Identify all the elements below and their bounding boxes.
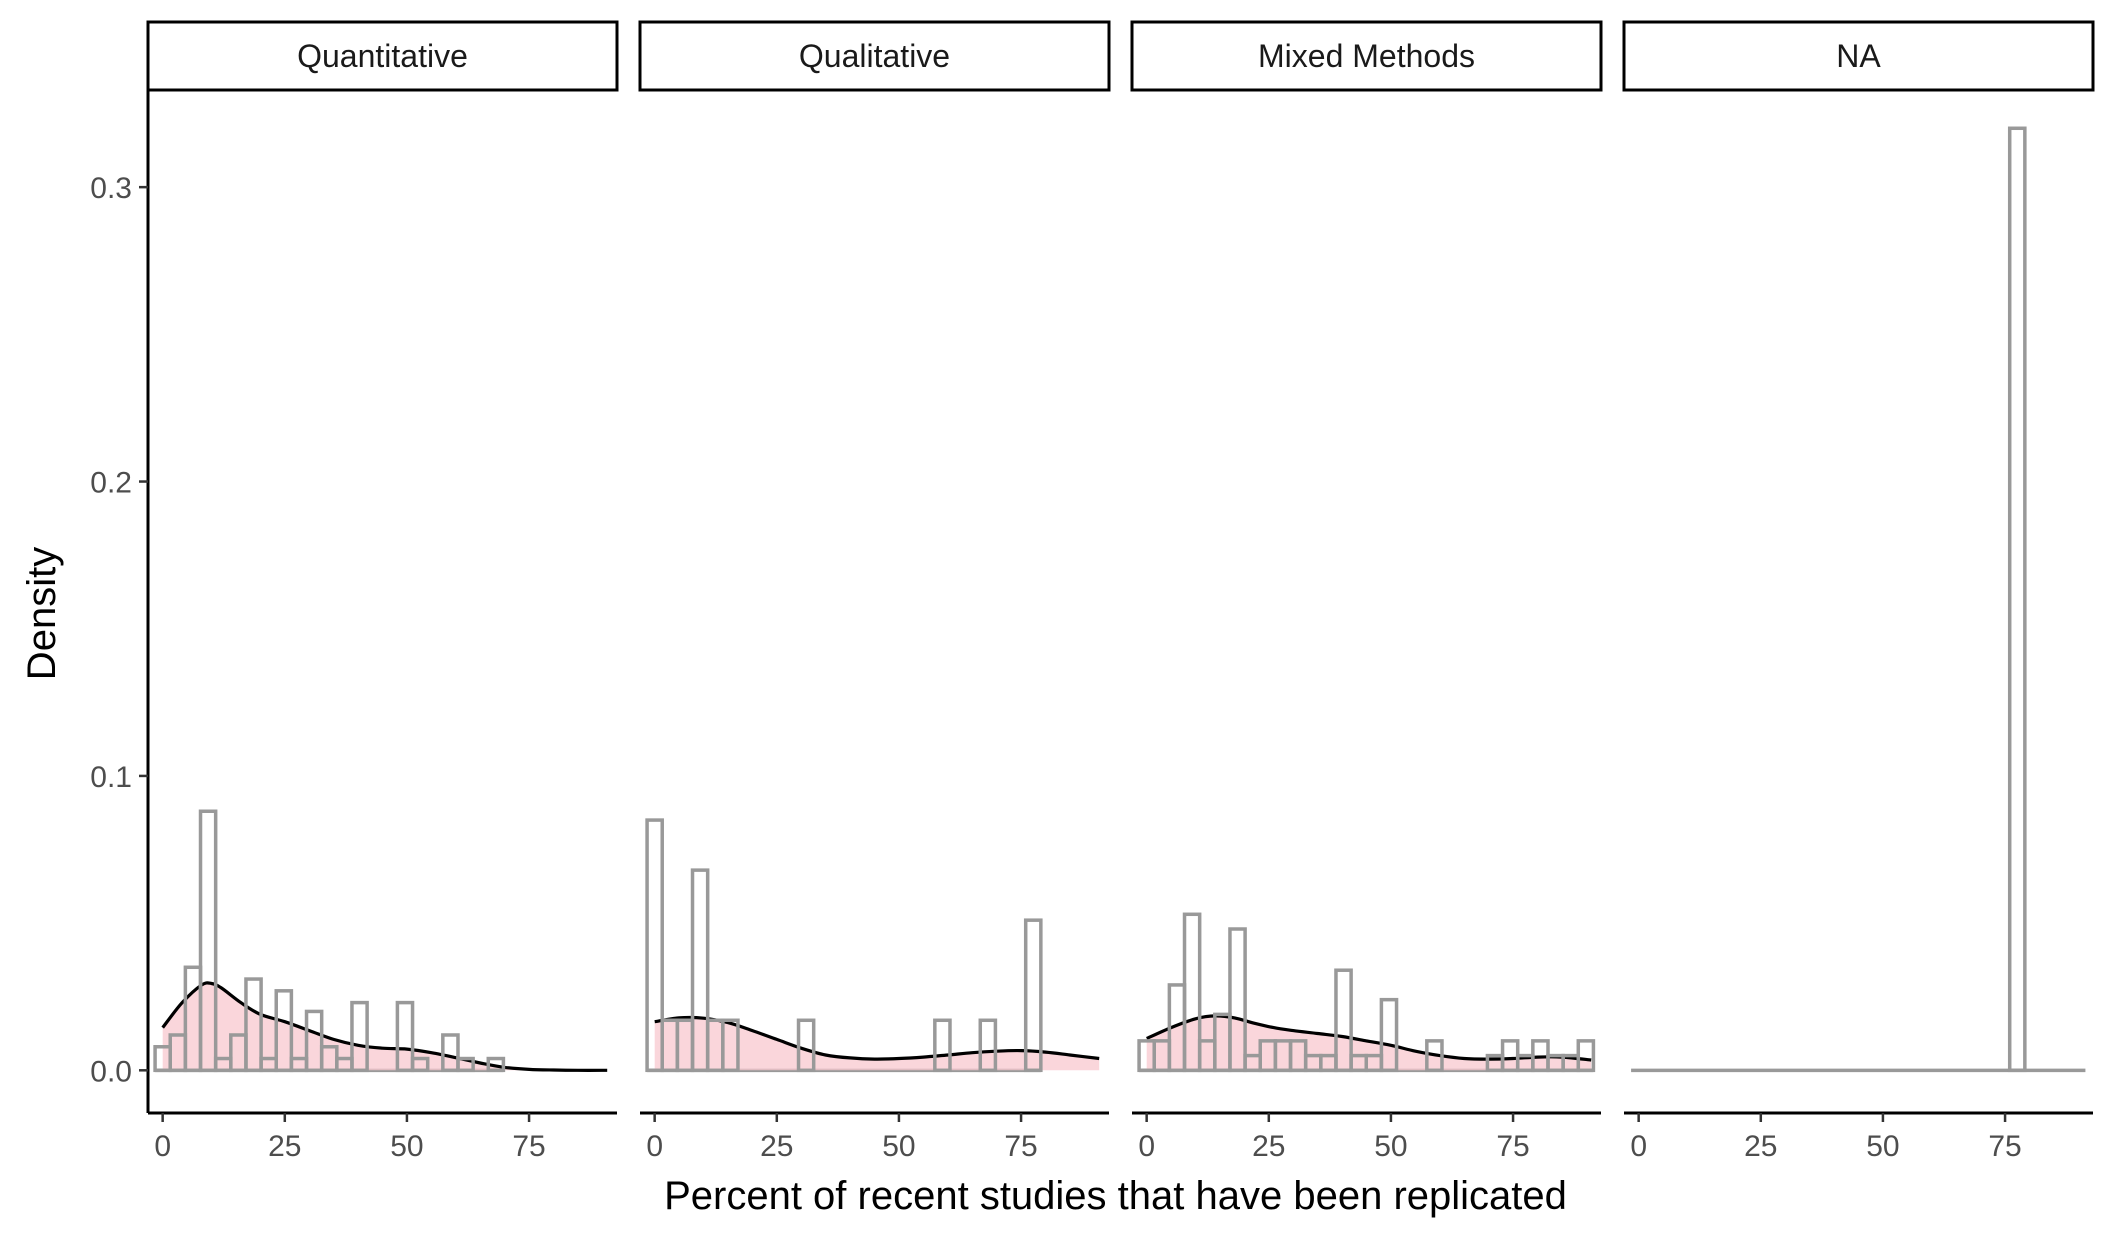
x-tick-label: 25 <box>760 1130 793 1163</box>
histogram-bar <box>395 1000 415 1073</box>
x-tick-label: 50 <box>882 1130 915 1163</box>
y-tick-label: 0.0 <box>90 1055 132 1088</box>
facet-strip-na <box>1622 20 2095 92</box>
density-area-quantitative <box>162 982 608 1071</box>
x-tick-label: 0 <box>154 1130 171 1163</box>
y-tick-label: 0.1 <box>90 761 132 794</box>
histogram-bar <box>1228 927 1247 1073</box>
x-tick-label: 75 <box>1496 1130 1529 1163</box>
x-tick-label: 75 <box>1988 1130 2021 1163</box>
histogram-bar <box>978 1018 998 1073</box>
x-tick-label: 50 <box>1374 1130 1407 1163</box>
x-tick-label: 25 <box>268 1130 301 1163</box>
histogram-bar <box>244 977 263 1073</box>
density-area-qualitative <box>654 1017 1100 1071</box>
histogram-bar <box>1425 1039 1444 1073</box>
histogram-bar <box>198 809 218 1073</box>
y-axis-title: Density <box>20 547 64 680</box>
histogram-bar <box>933 1018 952 1073</box>
y-tick-label: 0.2 <box>90 467 132 500</box>
histogram-bar <box>304 1009 324 1073</box>
y-axis: 0.0 0.1 0.2 0.3 <box>90 90 150 1113</box>
facet-strip-qualitative <box>638 20 1111 92</box>
histogram-bar <box>1023 918 1043 1073</box>
x-tick-label: 0 <box>646 1130 663 1163</box>
histogram-bar <box>441 1033 460 1073</box>
x-tick-label: 75 <box>512 1130 545 1163</box>
x-tick-label: 75 <box>1004 1130 1037 1163</box>
histogram-bar <box>486 1056 506 1073</box>
histogram-bar <box>2007 126 2027 1073</box>
histogram-bar <box>456 1056 475 1073</box>
facet-strip-quantitative <box>146 20 619 92</box>
facet-strip-label: Quantitative <box>297 38 468 74</box>
x-tick-label: 0 <box>1138 1130 1155 1163</box>
histogram-bar <box>350 1000 369 1073</box>
facet-strip-mixed-methods <box>1130 20 1603 92</box>
x-tick-label: 50 <box>390 1130 423 1163</box>
density-curve-qualitative <box>654 1015 1100 1061</box>
facet-mixed-methods: Mixed Methods 0 25 50 75 <box>1130 20 1603 1163</box>
histogram-bar <box>410 1056 430 1073</box>
histogram-bar <box>274 989 294 1073</box>
histogram-bar <box>1576 1039 1596 1073</box>
histogram-bar <box>690 868 710 1073</box>
facet-qualitative: Qualitative 0 25 50 75 <box>638 20 1111 1163</box>
x-tick-label: 25 <box>1252 1130 1285 1163</box>
histogram-bar <box>1334 968 1353 1073</box>
facet-strip-label: Mixed Methods <box>1258 38 1475 74</box>
y-tick-label: 0.3 <box>90 172 132 205</box>
facet-na: NA 0 25 50 75 <box>1622 20 2095 1163</box>
x-tick-label: 0 <box>1630 1130 1647 1163</box>
histogram-bar <box>645 818 664 1073</box>
facet-strip-label: Qualitative <box>799 38 950 74</box>
x-tick-label: 25 <box>1744 1130 1777 1163</box>
histogram-bar <box>796 1018 816 1073</box>
histogram-bar <box>721 1018 740 1073</box>
facet-strip-label: NA <box>1836 38 1881 74</box>
histogram-bar <box>1182 912 1202 1073</box>
x-tick-label: 50 <box>1866 1130 1899 1163</box>
x-axis-title: Percent of recent studies that have been… <box>664 1174 1567 1218</box>
histogram-bar <box>1379 997 1399 1073</box>
facet-quantitative: Quantitative 0 25 50 75 <box>146 20 619 1163</box>
